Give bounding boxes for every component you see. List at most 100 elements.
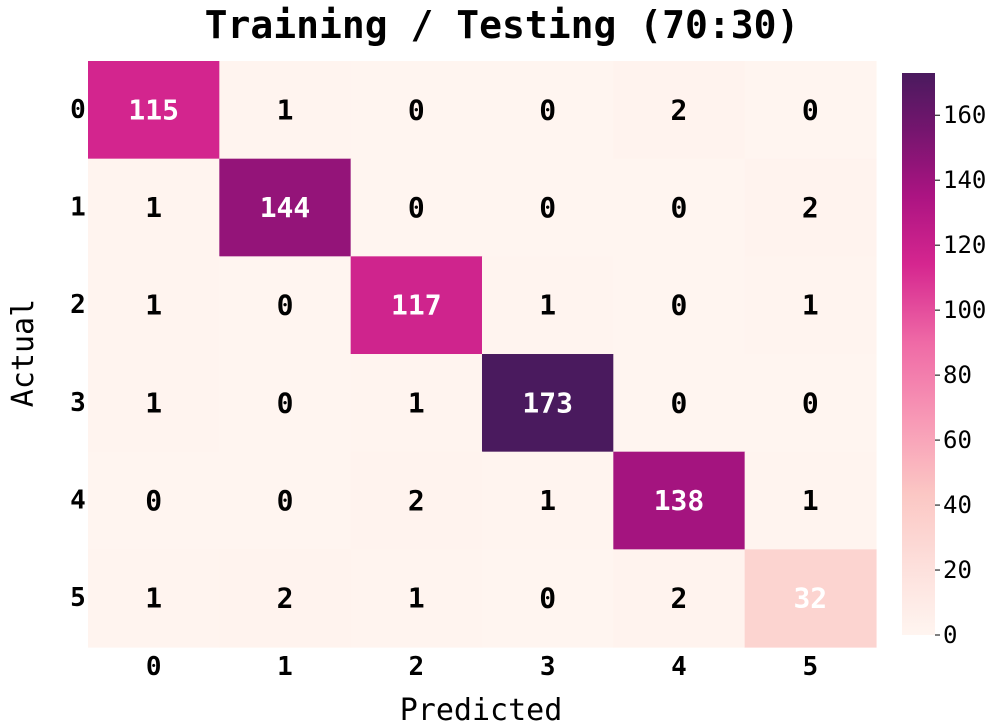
cell-value-r3-c1: 0	[277, 386, 294, 419]
cell-value-r5-c5: 32	[793, 582, 827, 615]
y-tick-label: 4	[70, 486, 86, 516]
y-tick-label: 2	[70, 290, 86, 320]
heatmap-cell-r4-c4	[613, 451, 746, 550]
x-tick-label: 3	[540, 652, 556, 682]
heatmap-cell-r3-c3	[481, 354, 614, 453]
colorbar-tick-label: 140	[943, 166, 986, 194]
cell-value-r4-c0: 0	[145, 484, 162, 517]
cell-value-r5-c2: 1	[408, 582, 425, 615]
cell-value-r4-c1: 0	[277, 484, 294, 517]
colorbar-tick-label: 20	[943, 556, 972, 584]
chart-title: Training / Testing (70:30)	[205, 3, 800, 47]
heatmap-cell-r0-c1	[219, 61, 352, 160]
heatmap-cells	[88, 61, 877, 648]
heatmap-cell-r1-c4	[613, 158, 746, 257]
heatmap-cell-r4-c2	[350, 451, 483, 550]
heatmap-cell-r5-c4	[613, 549, 746, 648]
heatmap-cell-r5-c3	[481, 549, 614, 648]
x-axis-ticks: 0 1 2 3 4 5	[146, 652, 818, 682]
cell-value-r0-c1: 1	[277, 93, 294, 126]
heatmap-cell-r0-c3	[481, 61, 614, 160]
colorbar-tick-label: 60	[943, 426, 972, 454]
heatmap-cell-r4-c0	[88, 451, 220, 550]
y-tick-label: 5	[70, 583, 86, 613]
colorbar-tick-label: 0	[943, 621, 957, 649]
heatmap-cell-r4-c1	[219, 451, 352, 550]
cell-value-r5-c1: 2	[277, 582, 294, 615]
heatmap-cell-r3-c1	[219, 354, 352, 453]
heatmap-cell-labels: 115 1 0 0 2 0 1 144 0 0 0 2 1 0 117 1 0 1 1 0 1 173 0 0 0 0 2 1 138 1…	[128, 93, 827, 614]
cell-value-r2-c3: 1	[539, 289, 556, 322]
x-tick-label: 5	[802, 652, 818, 682]
cell-value-r3-c0: 1	[145, 386, 162, 419]
heatmap-cell-r2-c0	[88, 256, 220, 355]
heatmap-cell-r2-c4	[613, 256, 746, 355]
y-tick-label: 3	[70, 388, 86, 418]
cell-value-r3-c4: 0	[671, 386, 688, 419]
cell-value-r1-c2: 0	[408, 191, 425, 224]
cell-value-r1-c4: 0	[671, 191, 688, 224]
heatmap-cell-r1-c2	[350, 158, 483, 257]
cell-value-r4-c3: 1	[539, 484, 556, 517]
cell-value-r4-c4: 138	[654, 484, 705, 517]
heatmap-cell-r4-c5	[744, 451, 877, 550]
x-axis-label: Predicted	[400, 693, 563, 728]
heatmap-cell-r5-c0	[88, 549, 220, 648]
cell-value-r5-c3: 0	[539, 582, 556, 615]
heatmap-cell-r5-c5	[744, 549, 877, 648]
colorbar-tick-label: 40	[943, 491, 972, 519]
heatmap-cell-r1-c0	[88, 158, 220, 257]
heatmap-cell-r1-c5	[744, 158, 877, 257]
colorbar-ticks: 0 20 40 60 80 100 120 140 160	[935, 101, 986, 649]
heatmap-cell-r2-c3	[481, 256, 614, 355]
heatmap-cell-r3-c5	[744, 354, 877, 453]
colorbar-tick-label: 120	[943, 231, 986, 259]
heatmap-cell-r0-c0	[88, 61, 220, 160]
cell-value-r0-c4: 2	[671, 93, 688, 126]
cell-value-r0-c0: 115	[128, 93, 179, 126]
cell-value-r2-c4: 0	[671, 289, 688, 322]
cell-value-r0-c5: 0	[802, 93, 819, 126]
y-axis-ticks: 0 1 2 3 4 5	[70, 95, 86, 613]
cell-value-r3-c2: 1	[408, 386, 425, 419]
heatmap-cell-r0-c4	[613, 61, 746, 160]
colorbar-tick-label: 100	[943, 296, 986, 324]
cell-value-r5-c0: 1	[145, 582, 162, 615]
cell-value-r4-c5: 1	[802, 484, 819, 517]
cell-value-r1-c5: 2	[802, 191, 819, 224]
x-tick-label: 1	[277, 652, 293, 682]
heatmap-cell-r0-c5	[744, 61, 877, 160]
colorbar-tick-label: 80	[943, 361, 972, 389]
cell-value-r2-c2: 117	[391, 289, 442, 322]
cell-value-r1-c0: 1	[145, 191, 162, 224]
y-tick-label: 1	[70, 193, 86, 223]
heatmap-cell-r3-c4	[613, 354, 746, 453]
heatmap-cell-r2-c5	[744, 256, 877, 355]
heatmap-cell-r2-c2	[350, 256, 483, 355]
heatmap-cell-r0-c2	[350, 61, 483, 160]
cell-value-r0-c2: 0	[408, 93, 425, 126]
heatmap-cell-r5-c2	[350, 549, 483, 648]
heatmap-cell-r1-c3	[481, 158, 614, 257]
cell-value-r5-c4: 2	[671, 582, 688, 615]
cell-value-r1-c1: 144	[260, 191, 311, 224]
cell-value-r1-c3: 0	[539, 191, 556, 224]
cell-value-r3-c3: 173	[522, 386, 573, 419]
colorbar	[902, 73, 935, 635]
heatmap-cell-r4-c3	[481, 451, 614, 550]
heatmap-cell-r5-c1	[219, 549, 352, 648]
x-tick-label: 0	[146, 652, 162, 682]
heatmap-cell-r3-c0	[88, 354, 220, 453]
y-axis-label: Actual	[6, 299, 41, 407]
y-tick-label: 0	[70, 95, 86, 125]
cell-value-r0-c3: 0	[539, 93, 556, 126]
cell-value-r2-c1: 0	[277, 289, 294, 322]
cell-value-r2-c5: 1	[802, 289, 819, 322]
x-tick-label: 4	[671, 652, 687, 682]
cell-value-r3-c5: 0	[802, 386, 819, 419]
cell-value-r2-c0: 1	[145, 289, 162, 322]
x-tick-label: 2	[409, 652, 425, 682]
colorbar-tick-label: 160	[943, 101, 986, 129]
cell-value-r4-c2: 2	[408, 484, 425, 517]
